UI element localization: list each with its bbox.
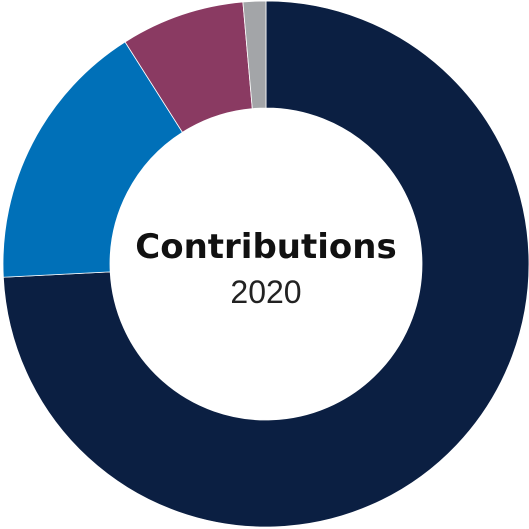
- donut-slice-4: [242, 0, 267, 110]
- chart-title: Contributions: [135, 227, 396, 267]
- chart-subtitle: 2020: [230, 274, 301, 310]
- donut-slice-2: [2, 41, 183, 278]
